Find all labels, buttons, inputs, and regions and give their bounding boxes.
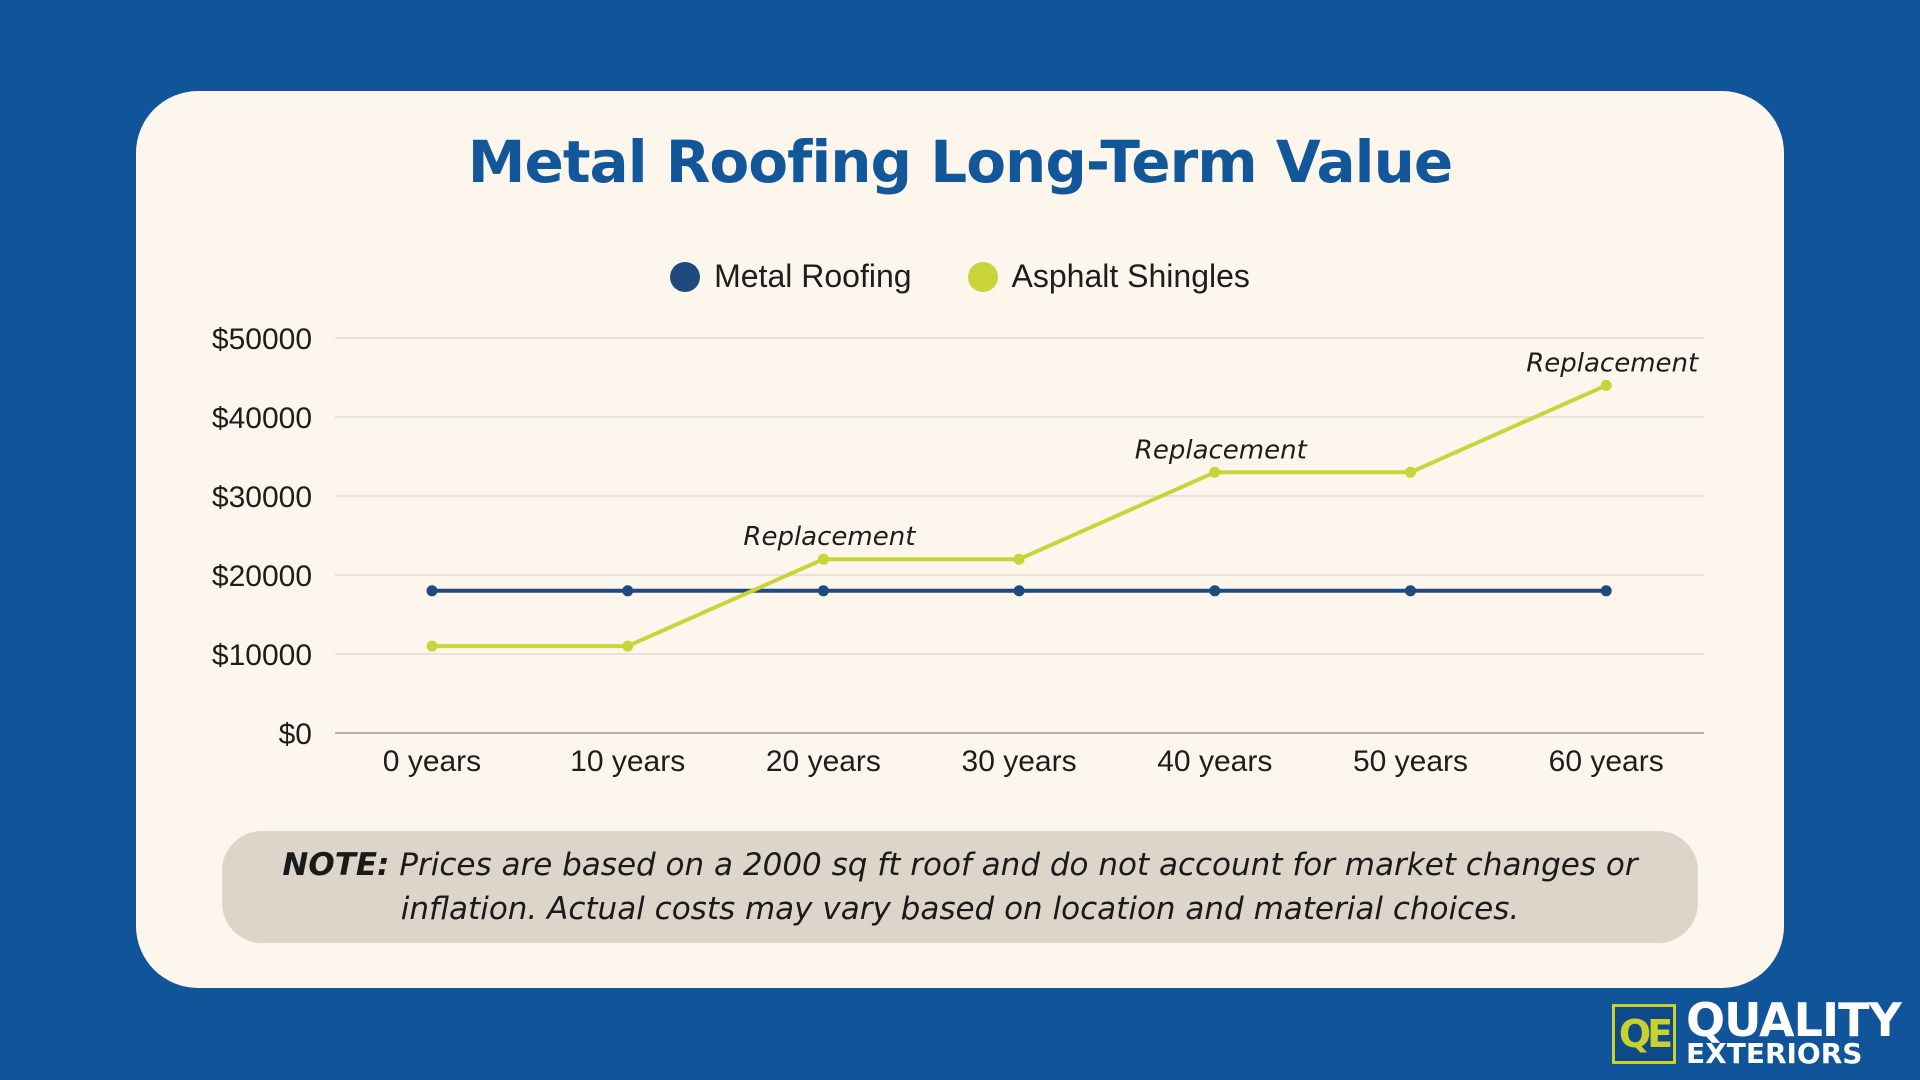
logo-line-exteriors: EXTERIORS bbox=[1686, 1037, 1863, 1070]
x-tick-label: 20 years bbox=[766, 745, 881, 778]
data-point bbox=[817, 585, 829, 597]
data-point bbox=[622, 585, 634, 597]
chart-legend: Metal Roofing Asphalt Shingles bbox=[0, 258, 1920, 295]
annotation-label: Replacement bbox=[1526, 348, 1699, 378]
logo-wordmark: QUALITY EXTERIORS bbox=[1686, 993, 1902, 1070]
data-point bbox=[1209, 466, 1221, 478]
chart-title: Metal Roofing Long-Term Value bbox=[467, 128, 1453, 196]
data-point bbox=[1013, 585, 1025, 597]
x-tick-label: 40 years bbox=[1157, 745, 1272, 778]
y-tick-label: $40000 bbox=[212, 402, 312, 435]
legend-label-asphalt-shingles: Asphalt Shingles bbox=[1011, 258, 1250, 294]
data-point bbox=[1405, 466, 1416, 478]
logo-mark: QE bbox=[1612, 1004, 1676, 1064]
pricing-note: NOTE: Prices are based on a 2000 sq ft r… bbox=[222, 831, 1698, 943]
data-point bbox=[1600, 585, 1612, 597]
data-point bbox=[1405, 585, 1416, 597]
y-tick-label: $0 bbox=[279, 718, 312, 751]
y-tick-label: $10000 bbox=[212, 639, 312, 672]
y-tick-label: $50000 bbox=[212, 323, 312, 356]
data-point bbox=[1600, 379, 1612, 391]
legend-item-asphalt-shingles: Asphalt Shingles bbox=[967, 258, 1250, 295]
legend-label-metal-roofing: Metal Roofing bbox=[714, 258, 912, 294]
data-point bbox=[1209, 585, 1221, 597]
legend-item-metal-roofing: Metal Roofing bbox=[670, 258, 912, 295]
x-tick-label: 60 years bbox=[1549, 745, 1664, 778]
line-chart: $0 $10000 $20000 $30000 $40000 $50000 0 years 1… bbox=[212, 323, 1704, 778]
y-tick-label: $30000 bbox=[212, 481, 312, 514]
logo-line-quality: QUALITY bbox=[1686, 993, 1902, 1047]
note-label: NOTE: bbox=[282, 847, 390, 883]
data-point bbox=[817, 553, 829, 565]
note-body: Prices are based on a 2000 sq ft roof an… bbox=[389, 847, 1638, 927]
series-line-asphalt-shingles bbox=[432, 383, 1608, 649]
x-tick-label: 30 years bbox=[962, 745, 1077, 778]
legend-dot-asphalt-shingles bbox=[967, 261, 998, 292]
pricing-note-text: NOTE: Prices are based on a 2000 sq ft r… bbox=[262, 843, 1658, 931]
data-point bbox=[426, 585, 438, 597]
x-tick-label: 10 years bbox=[570, 745, 685, 778]
annotation-label: Replacement bbox=[743, 522, 916, 552]
quality-exteriors-logo: QE QUALITY EXTERIORS bbox=[1612, 993, 1902, 1070]
data-point bbox=[1013, 553, 1025, 565]
data-point bbox=[622, 640, 634, 652]
x-tick-label: 50 years bbox=[1353, 745, 1468, 778]
annotation-label: Replacement bbox=[1135, 435, 1308, 465]
data-point bbox=[426, 640, 438, 652]
x-tick-label: 0 years bbox=[383, 745, 481, 778]
y-tick-label: $20000 bbox=[212, 560, 312, 593]
legend-dot-metal-roofing bbox=[670, 261, 701, 292]
